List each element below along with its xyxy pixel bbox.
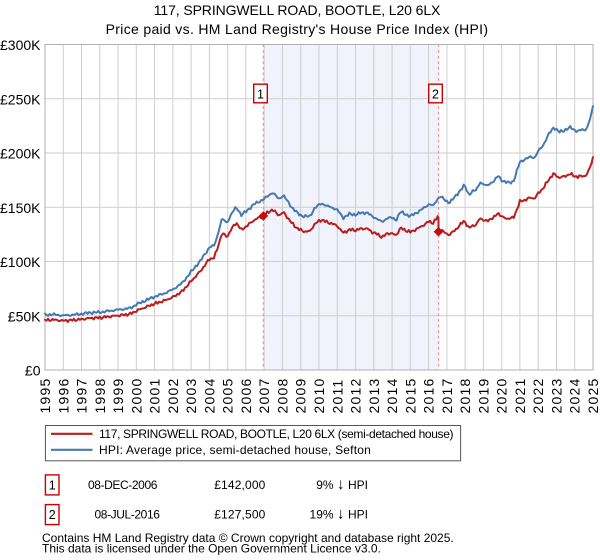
svg-text:2003: 2003 [183,378,199,414]
svg-text:2006: 2006 [238,378,254,414]
svg-text:2025: 2025 [585,378,600,414]
svg-text:2016: 2016 [421,378,437,414]
svg-text:2002: 2002 [165,378,181,414]
svg-text:£200K: £200K [0,146,41,162]
svg-text:08-DEC-2006: 08-DEC-2006 [88,478,158,492]
svg-text:1: 1 [257,87,264,101]
svg-text:£142,000: £142,000 [214,478,265,492]
svg-text:£0: £0 [25,363,41,379]
svg-text:1: 1 [49,478,56,492]
svg-text:2015: 2015 [402,378,418,414]
svg-text:2008: 2008 [275,378,291,414]
svg-text:1996: 1996 [55,378,71,414]
svg-text:Price paid vs. HM Land Registr: Price paid vs. HM Land Registry's House … [106,21,489,37]
svg-text:£127,500: £127,500 [214,508,265,522]
svg-text:2: 2 [49,508,56,522]
svg-text:08-JUL-2016: 08-JUL-2016 [95,508,161,522]
svg-text:2010: 2010 [311,378,327,414]
svg-text:2023: 2023 [549,378,565,414]
svg-text:2022: 2022 [530,378,546,414]
svg-text:2011: 2011 [329,379,345,414]
svg-text:2009: 2009 [293,378,309,414]
svg-text:£50K: £50K [8,308,41,324]
svg-text:£100K: £100K [0,254,41,270]
svg-text:2019: 2019 [475,378,491,414]
svg-text:2014: 2014 [384,378,400,414]
svg-text:2012: 2012 [348,378,364,414]
svg-text:2024: 2024 [567,378,583,414]
svg-text:2: 2 [432,87,439,101]
svg-text:2001: 2001 [147,378,163,414]
svg-text:9% ↓ HPI: 9% ↓ HPI [316,476,368,493]
svg-text:2004: 2004 [201,378,217,414]
svg-text:117, SPRINGWELL ROAD, BOOTLE,: 117, SPRINGWELL ROAD, BOOTLE, L20 6LX (s… [99,427,454,441]
svg-text:117, SPRINGWELL ROAD, BOOTLE,: 117, SPRINGWELL ROAD, BOOTLE, L20 6LX [154,2,441,18]
svg-text:2013: 2013 [366,378,382,414]
svg-text:This data is licensed under th: This data is licensed under the Open Gov… [42,541,381,555]
svg-text:1997: 1997 [74,378,90,414]
svg-text:£150K: £150K [0,200,41,216]
svg-text:HPI: Average price, semi-detac: HPI: Average price, semi-detached house,… [99,443,371,457]
svg-text:1995: 1995 [37,378,53,414]
svg-text:19% ↓ HPI: 19% ↓ HPI [310,505,368,522]
svg-text:Contains HM Land Registry data: Contains HM Land Registry data © Crown c… [42,531,454,545]
svg-text:2017: 2017 [439,378,455,414]
svg-text:2000: 2000 [128,378,144,414]
svg-text:2020: 2020 [494,378,510,414]
svg-text:2007: 2007 [256,378,272,414]
svg-text:2021: 2021 [512,378,528,414]
svg-text:£300K: £300K [0,37,41,53]
svg-text:1998: 1998 [92,378,108,414]
svg-text:1999: 1999 [110,378,126,414]
svg-text:2018: 2018 [457,378,473,414]
svg-text:£250K: £250K [0,91,41,107]
svg-text:2005: 2005 [220,378,236,414]
